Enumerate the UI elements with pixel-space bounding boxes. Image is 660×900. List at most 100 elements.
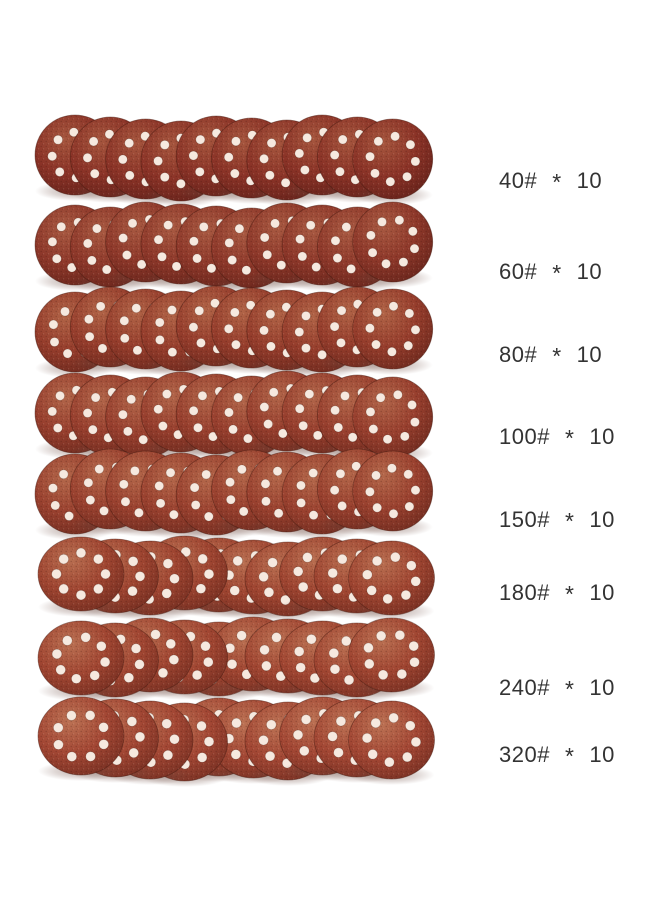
- disc-hole: [259, 644, 270, 656]
- disc-hole: [153, 234, 164, 245]
- disc-hole: [273, 508, 284, 519]
- disc-hole: [329, 150, 340, 160]
- disc-hole: [198, 222, 209, 232]
- disc-hole: [191, 669, 203, 681]
- disc-hole: [409, 657, 420, 668]
- disc-hole: [394, 215, 405, 226]
- disc-hole: [118, 409, 128, 420]
- disc-hole: [335, 468, 346, 479]
- disc-hole: [382, 434, 393, 445]
- disc-hole: [370, 168, 380, 179]
- disc-hole: [55, 664, 66, 676]
- disc-hole: [404, 501, 415, 512]
- disc-hole: [225, 477, 235, 488]
- disc-hole: [346, 264, 356, 274]
- disc-hole: [203, 736, 215, 747]
- disc-hole: [295, 234, 305, 244]
- disc-hole: [130, 465, 140, 476]
- disc-hole: [153, 404, 164, 415]
- disc-hole: [85, 751, 96, 762]
- disc-hole: [159, 140, 170, 150]
- disc-hole: [82, 152, 93, 163]
- disc-hole: [167, 347, 178, 358]
- disc-hole: [300, 165, 310, 175]
- disc-hole: [134, 659, 145, 670]
- disc-hole: [224, 407, 234, 418]
- disc-hole: [312, 430, 323, 441]
- disc-row-40: [34, 114, 434, 207]
- disc-hole: [300, 714, 312, 725]
- disc-hole: [370, 717, 381, 729]
- disc-hole: [92, 223, 102, 234]
- disc-hole: [364, 658, 375, 670]
- disc-hole: [60, 306, 70, 317]
- disc-hole: [366, 585, 377, 596]
- disc-hole: [94, 464, 105, 474]
- disc-hole: [195, 134, 206, 145]
- disc-hole: [410, 156, 421, 167]
- disc-hole: [371, 470, 381, 481]
- disc-hole: [226, 659, 238, 670]
- disc-hole: [403, 469, 414, 480]
- sanding-disc: [37, 536, 125, 617]
- disc-hole: [154, 481, 165, 491]
- disc-hole: [266, 719, 277, 730]
- disc-hole: [263, 587, 275, 598]
- disc-hole: [243, 433, 253, 444]
- disc-hole: [190, 500, 201, 510]
- disc-hole: [337, 501, 348, 511]
- disc-hole: [327, 567, 338, 579]
- disc-hole: [89, 670, 100, 681]
- disc-hole: [93, 553, 104, 565]
- disc-hole: [98, 739, 109, 750]
- disc-hole: [48, 319, 59, 330]
- disc-hole: [229, 307, 240, 318]
- disc-hole: [330, 235, 341, 246]
- disc-hole: [51, 568, 62, 580]
- disc-row-240: [37, 616, 435, 703]
- disc-hole: [126, 716, 138, 727]
- disc-hole: [138, 434, 149, 445]
- disc-hole: [124, 138, 135, 149]
- disc-hole: [89, 168, 100, 179]
- disc-hole: [169, 573, 180, 584]
- disc-hole: [304, 389, 315, 399]
- disc-hole: [167, 305, 177, 315]
- disc-hole: [161, 718, 172, 729]
- disc-hole: [341, 635, 352, 647]
- disc-hole: [384, 756, 395, 768]
- disc-hole: [381, 258, 391, 269]
- disc-hole: [343, 674, 355, 686]
- disc-hole: [188, 405, 199, 416]
- disc-hole: [258, 571, 269, 583]
- disc-hole: [308, 510, 319, 521]
- disc-hole: [361, 732, 373, 744]
- disc-hole: [58, 553, 69, 565]
- disc-hole: [51, 648, 63, 660]
- disc-hole: [228, 424, 238, 435]
- disc-hole: [366, 230, 376, 241]
- disc-hole: [153, 156, 163, 166]
- disc-hole: [409, 243, 420, 254]
- disc-hole: [311, 262, 322, 272]
- disc-hole: [134, 571, 146, 582]
- disc-hole: [201, 469, 212, 480]
- disc-hole: [302, 552, 313, 563]
- disc-hole: [405, 720, 416, 731]
- disc-hole: [189, 482, 200, 493]
- disc-hole: [206, 263, 217, 274]
- disc-hole: [388, 712, 399, 724]
- disc-hole: [58, 469, 69, 480]
- disc-hole: [231, 339, 241, 350]
- disc-hole: [157, 251, 167, 262]
- disc-hole: [193, 422, 203, 433]
- disc-hole: [365, 486, 375, 497]
- disc-hole: [210, 298, 220, 309]
- disc-hole: [351, 461, 362, 472]
- disc-hole: [262, 249, 273, 260]
- disc-hole: [82, 238, 93, 249]
- disc-hole: [122, 250, 132, 260]
- disc-hole: [264, 750, 276, 762]
- disc-hole: [259, 325, 269, 336]
- disc-hole: [330, 405, 340, 416]
